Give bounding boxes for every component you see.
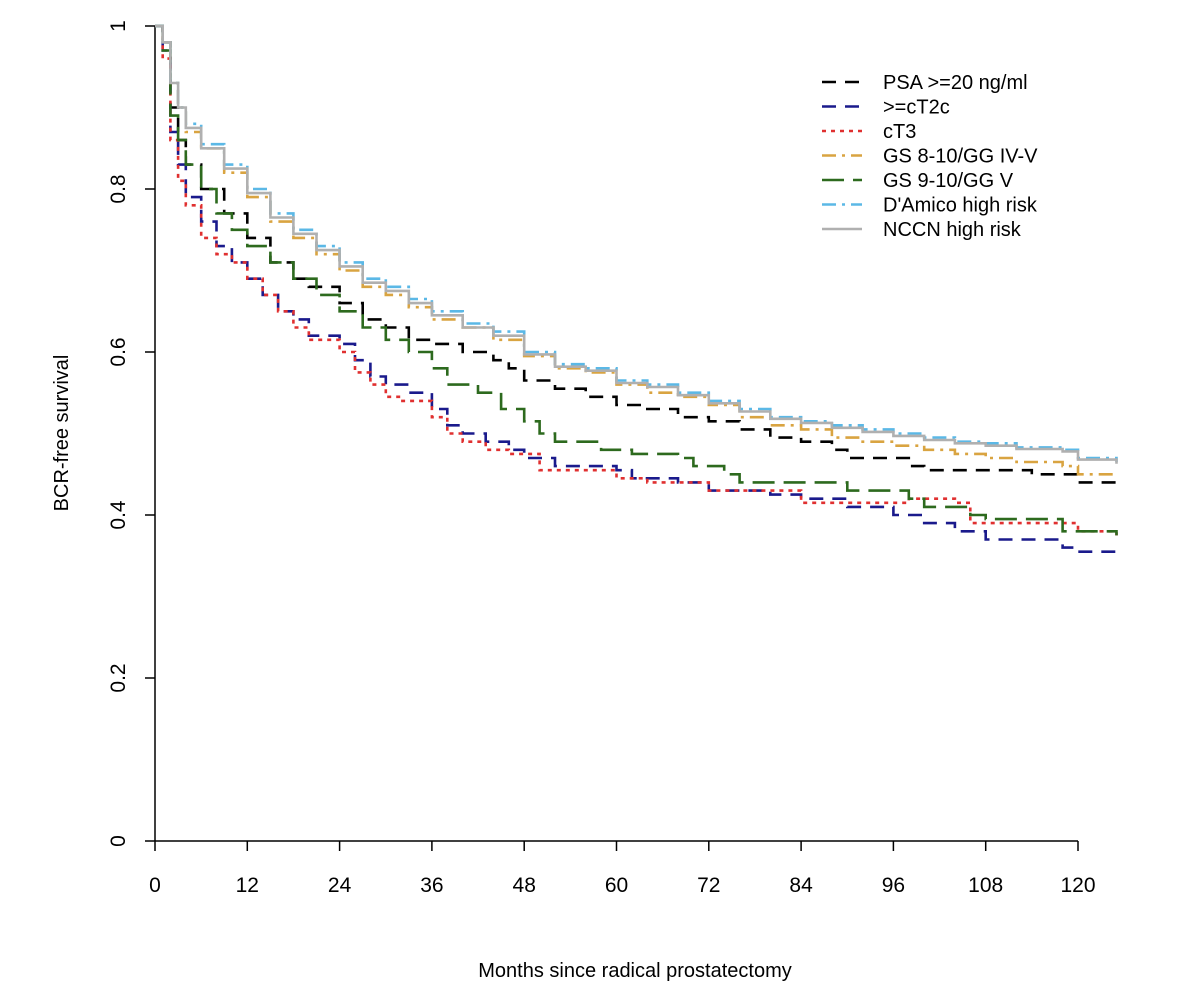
legend-label-6: NCCN high risk bbox=[883, 219, 1022, 241]
series-line-4 bbox=[155, 24, 1118, 536]
legend-label-2: cT3 bbox=[883, 121, 916, 143]
y-tick-label: 0.4 bbox=[107, 500, 130, 530]
legend-label-5: D'Amico high risk bbox=[883, 195, 1038, 217]
x-tick-label: 60 bbox=[605, 874, 628, 897]
x-axis-title: Months since radical prostatectomy bbox=[478, 960, 791, 982]
x-tick-label: 72 bbox=[697, 874, 720, 897]
y-tick-label: 0.2 bbox=[107, 663, 130, 692]
y-tick-label: 0.8 bbox=[107, 174, 130, 203]
series-line-6 bbox=[155, 24, 1118, 464]
x-tick-label: 96 bbox=[882, 874, 905, 897]
x-tick-label: 36 bbox=[420, 874, 443, 897]
series-line-0 bbox=[155, 24, 1117, 484]
legend-label-3: GS 8-10/GG IV-V bbox=[883, 146, 1038, 168]
x-tick-label: 12 bbox=[236, 874, 259, 897]
y-tick-label: 0 bbox=[107, 835, 130, 847]
x-tick-label: 48 bbox=[513, 874, 536, 897]
series-layer bbox=[155, 24, 1118, 553]
x-tick-label: 84 bbox=[789, 874, 813, 897]
legend-label-1: >=cT2c bbox=[883, 97, 950, 119]
series-line-5 bbox=[155, 24, 1118, 462]
y-tick-label: 0.6 bbox=[107, 337, 130, 366]
x-tick-label: 24 bbox=[328, 874, 352, 897]
series-line-1 bbox=[155, 24, 1117, 553]
legend-label-4: GS 9-10/GG V bbox=[883, 170, 1014, 192]
x-ticks: 0 12 24 36 48 60 72 84 96 108 120 bbox=[149, 841, 1096, 897]
y-tick-label: 1 bbox=[107, 20, 130, 32]
legend-label-0: PSA >=20 ng/ml bbox=[883, 72, 1028, 94]
x-tick-label: 0 bbox=[149, 874, 161, 897]
y-ticks: 0 0.2 0.4 0.6 0.8 1 bbox=[107, 20, 155, 847]
series-line-2 bbox=[155, 24, 1118, 536]
y-axis-title: BCR-free survival bbox=[51, 355, 73, 512]
x-tick-label: 120 bbox=[1060, 874, 1095, 897]
x-tick-label: 108 bbox=[968, 874, 1003, 897]
